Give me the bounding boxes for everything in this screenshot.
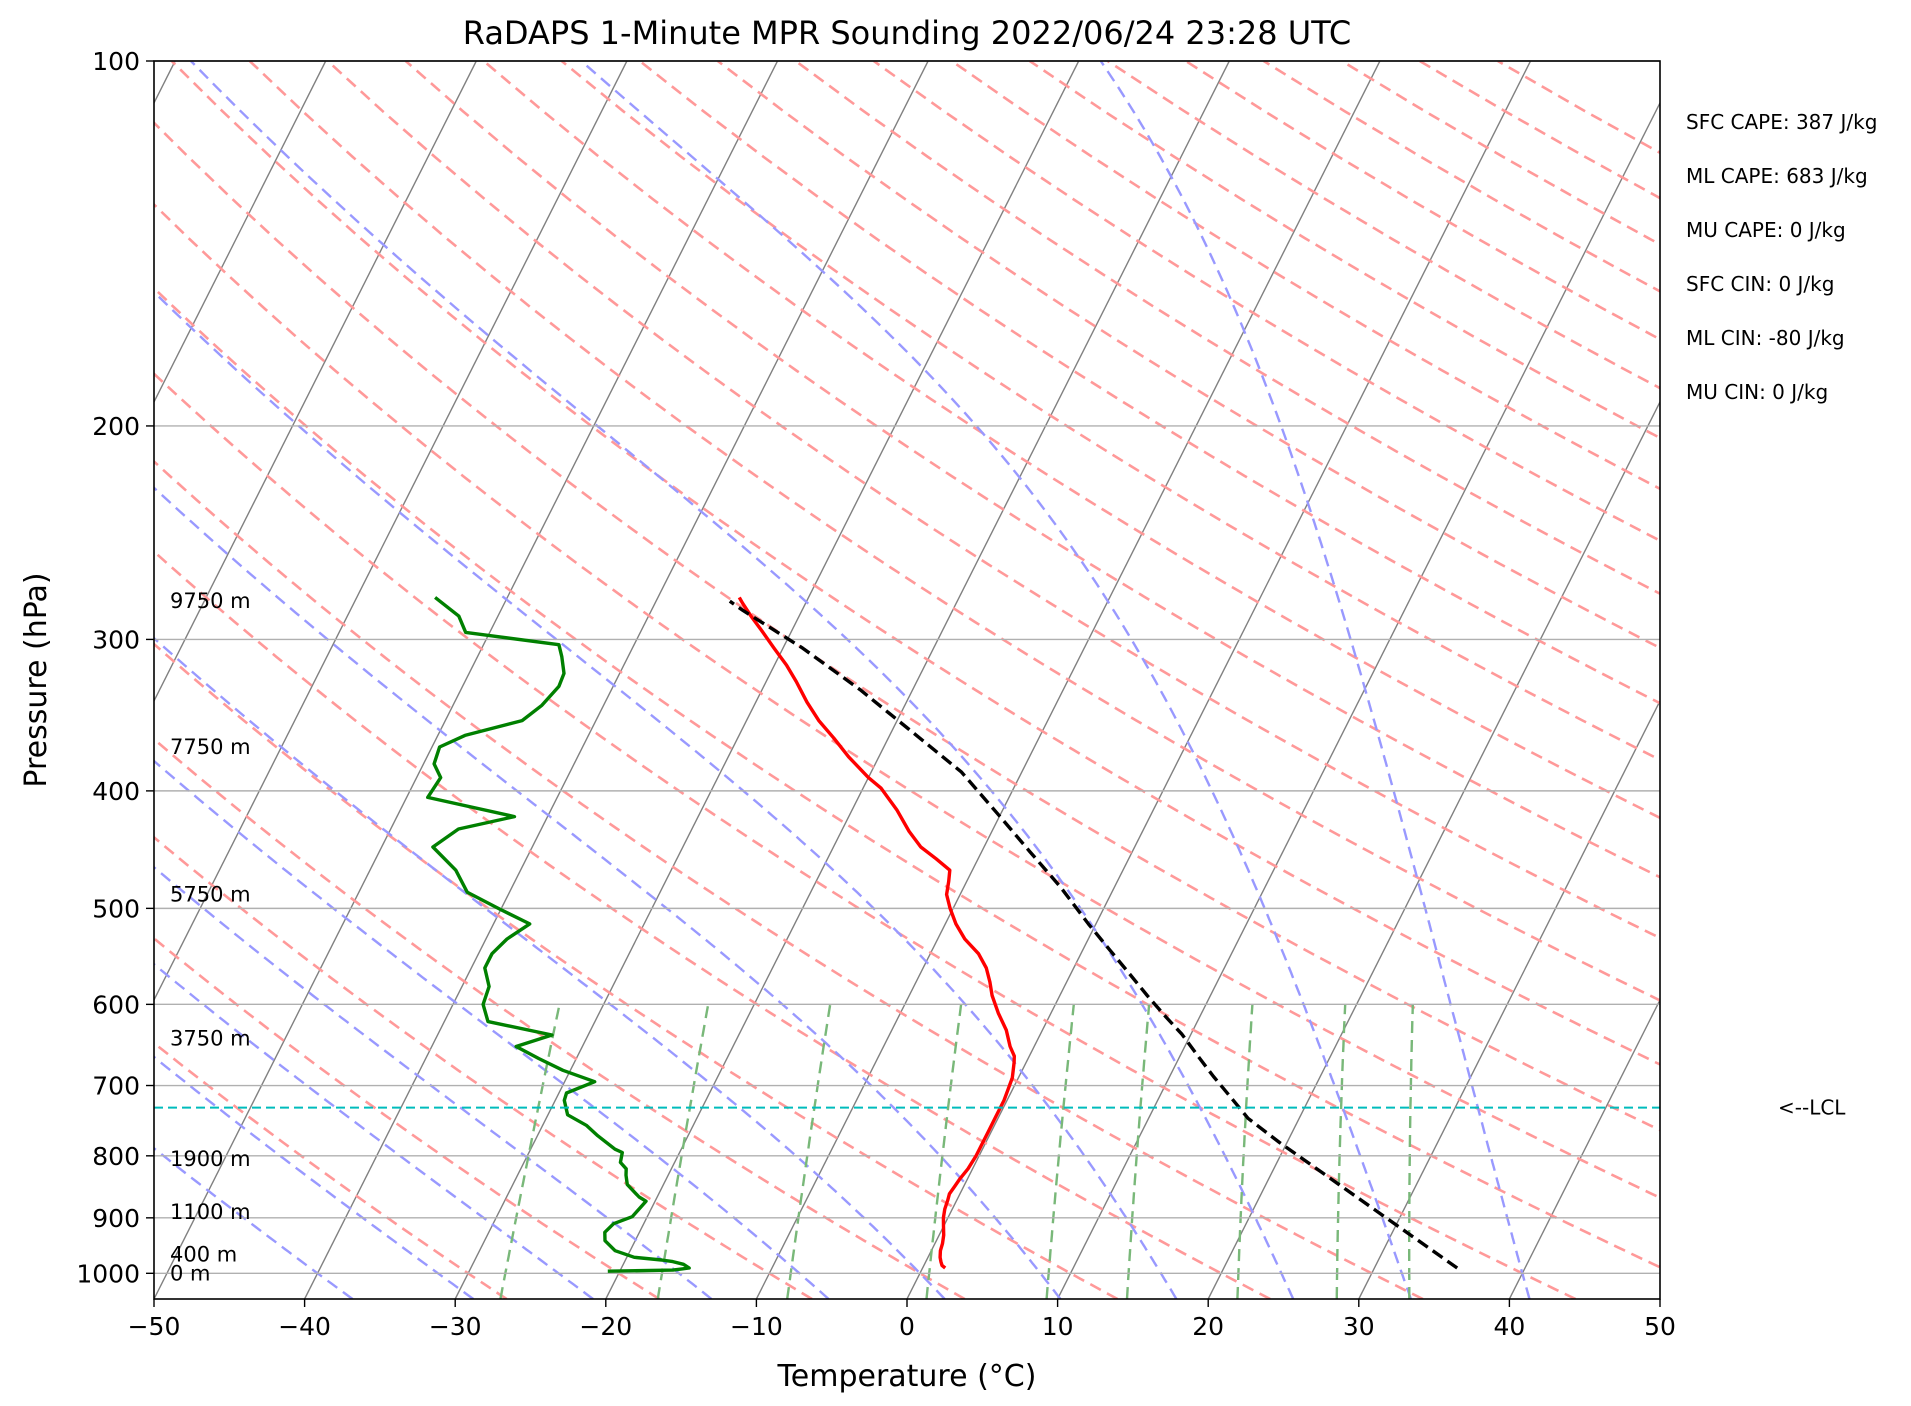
chart-title: RaDAPS 1-Minute MPR Sounding 2022/06/24 … [463, 14, 1351, 52]
height-label: 1100 m [170, 1200, 251, 1224]
x-axis-ticks: −50 −40 −30 −20 −10 0 10 20 30 40 50 [128, 1299, 1676, 1341]
dry-adiabat-line [154, 202, 1660, 1200]
height-label: 1900 m [170, 1147, 251, 1171]
height-label: 3750 m [170, 1026, 251, 1050]
moist-adiabat-line [1099, 61, 1531, 1299]
stat-sfc-cape: SFC CAPE: 387 J/kg [1686, 110, 1877, 134]
stat-mu-cape: MU CAPE: 0 J/kg [1686, 218, 1846, 242]
isotherm-line [605, 61, 1230, 1299]
dry-adiabat-line [248, 61, 1660, 1002]
x-tick-label: 50 [1644, 1312, 1676, 1341]
y-tick-label: 600 [92, 990, 140, 1019]
mixing-ratio-line [499, 1004, 561, 1299]
x-tick-label: −10 [730, 1312, 783, 1341]
moist-adiabat-line [154, 865, 713, 1299]
dry-adiabat-line [154, 936, 660, 1299]
isotherm-line [454, 61, 1080, 1299]
x-tick-label: −30 [429, 1312, 482, 1341]
stat-ml-cin: ML CIN: -80 J/kg [1686, 326, 1845, 350]
moist-adiabat-line [154, 636, 946, 1299]
x-tick-label: −20 [579, 1312, 632, 1341]
dry-adiabat-line [154, 286, 1660, 1269]
height-label: 0 m [170, 1261, 211, 1285]
mixing-ratio-line [1125, 1004, 1151, 1299]
dry-adiabat-line [482, 61, 1660, 820]
sounding-series [426, 596, 1459, 1273]
mixing-ratio-line [1045, 1004, 1075, 1299]
y-tick-label: 700 [92, 1072, 140, 1101]
stat-sfc-cin: SFC CIN: 0 J/kg [1686, 272, 1834, 296]
mixing-ratio-line [1335, 1004, 1347, 1299]
x-tick-label: −40 [278, 1312, 331, 1341]
dry-adiabat-line [154, 642, 1119, 1299]
lcl-label: <--LCL [1778, 1096, 1846, 1120]
temperature-line [737, 596, 1016, 1270]
stat-ml-cape: ML CAPE: 683 J/kg [1686, 164, 1868, 188]
dry-adiabat-line [154, 737, 966, 1299]
isotherm-line [1358, 699, 1660, 1299]
dry-adiabat-line [794, 61, 1660, 596]
stats-panel: SFC CAPE: 387 J/kg ML CAPE: 683 J/kg MU … [1686, 110, 1877, 404]
height-label: 5750 m [170, 882, 251, 906]
y-tick-label: 1000 [76, 1259, 140, 1288]
isotherm-line [1056, 101, 1660, 1299]
moist-adiabat-line [190, 61, 1295, 1299]
isotherm-line [154, 61, 477, 703]
isotherm-line [303, 61, 929, 1299]
y-tick-label: 100 [92, 47, 140, 76]
dry-adiabat-line [638, 61, 1660, 705]
moist-adiabat-line [154, 1146, 354, 1299]
isotherm-line [906, 61, 1532, 1299]
parcel-profile-line [728, 599, 1459, 1270]
dry-adiabat-line [154, 835, 813, 1299]
background-lines [154, 61, 1660, 1299]
dry-adiabat-line [154, 120, 1660, 1132]
dry-adiabat-line [154, 459, 1424, 1299]
y-tick-label: 500 [92, 894, 140, 923]
height-label: 7750 m [170, 735, 251, 759]
y-tick-label: 800 [92, 1142, 140, 1171]
moist-adiabat-line [154, 486, 1062, 1299]
isotherm-line [154, 61, 327, 404]
isotherm-line [1508, 998, 1660, 1299]
x-tick-label: 10 [1042, 1312, 1074, 1341]
y-tick-label: 200 [92, 412, 140, 441]
dry-adiabat-line [154, 372, 1577, 1299]
isotherm-line [154, 61, 779, 1299]
x-tick-label: 0 [899, 1312, 915, 1341]
mixing-ratio-line [786, 1004, 832, 1299]
moist-adiabat-line [154, 962, 594, 1299]
y-axis-label: Pressure (hPa) [19, 572, 54, 787]
y-tick-label: 300 [92, 625, 140, 654]
stat-mu-cin: MU CIN: 0 J/kg [1686, 380, 1828, 404]
dewpoint-line [426, 596, 691, 1273]
dry-adiabat-line [154, 1041, 508, 1299]
mixing-ratio-line [1236, 1004, 1254, 1299]
moist-adiabat-line [154, 290, 1178, 1299]
mixing-ratio-line [925, 1004, 963, 1299]
dry-adiabat-line [154, 549, 1271, 1299]
y-tick-label: 400 [92, 777, 140, 806]
x-tick-label: 40 [1493, 1312, 1525, 1341]
y-axis-ticks: 100 200 300 400 500 600 700 800 900 1000 [76, 47, 154, 1288]
dry-adiabat-line [170, 61, 1660, 1066]
x-axis-label: Temperature (°C) [777, 1359, 1037, 1394]
x-tick-label: −50 [128, 1312, 181, 1341]
height-label: 400 m [170, 1243, 237, 1267]
height-label: 9750 m [170, 589, 251, 613]
x-tick-label: 30 [1343, 1312, 1375, 1341]
isotherm-line [154, 61, 628, 1002]
dry-adiabat-line [326, 61, 1660, 940]
height-labels: 9750 m 7750 m 5750 m 3750 m 1900 m 1100 m 400 … [170, 589, 251, 1285]
y-tick-label: 900 [92, 1204, 140, 1233]
x-tick-label: 20 [1192, 1312, 1224, 1341]
mixing-ratio-line [1407, 1004, 1414, 1299]
